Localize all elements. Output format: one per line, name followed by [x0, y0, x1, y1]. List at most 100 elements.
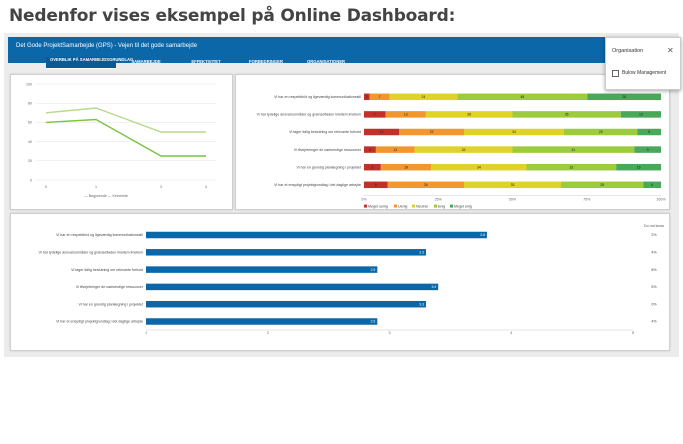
stacked-segment	[364, 111, 386, 118]
legend-label: Meget enig	[454, 204, 472, 208]
segment-value-label: 28	[467, 113, 471, 117]
legend-label: Enig	[438, 204, 445, 208]
bar-value-label: 3.4	[431, 285, 436, 289]
segment-value-label: 34	[512, 130, 516, 134]
y-tick-label: 20	[28, 159, 32, 163]
line-chart-panel: 0 20 40 60 80 100 0 1 3 4 — Begynende — Kerneinte	[10, 74, 233, 210]
organisation-option-label: Bulow Management	[622, 70, 667, 76]
category-label: Vi har en grundig planlægning i projekte…	[297, 165, 361, 169]
y-tick-label: 60	[28, 121, 32, 125]
close-icon[interactable]: ✕	[667, 46, 674, 55]
segment-value-label: 46	[521, 95, 525, 99]
popup-title: Organisation	[612, 48, 644, 54]
segment-value-label: 6	[371, 165, 373, 169]
y-tick-label: 80	[28, 102, 32, 106]
dashboard-screenshot: Det Gode ProjektSamarbejde (GPS) - Vejen…	[4, 33, 679, 357]
bar-value-label: 3.3	[419, 302, 424, 306]
tab-2[interactable]: EFFEKTIVITET	[191, 59, 221, 64]
tab-3[interactable]: FORBEDRINGER	[249, 59, 283, 64]
segment-value-label: 4	[369, 148, 371, 152]
tab-bar: OVERBLIK PÅ SAMARBEJDSGRUNDLAG SAMARBEJDE…	[46, 57, 356, 70]
app-title: Det Gode ProjektSamarbejde (GPS) - Vejen…	[16, 43, 198, 49]
dont-know-value: 4%	[651, 320, 657, 324]
y-tick-label: 40	[28, 140, 32, 144]
score-bar	[146, 318, 378, 325]
stacked-segment	[587, 93, 661, 101]
x-tick-label: 1	[95, 185, 97, 189]
legend-swatch	[394, 204, 397, 208]
stacked-segment	[375, 146, 415, 153]
category-label: Vi tager tidlig beslutning om relevante …	[289, 130, 361, 134]
stacked-segment	[563, 128, 638, 136]
segment-value-label: 13	[404, 113, 408, 117]
segment-value-label: 6	[651, 183, 653, 187]
stacked-segment	[526, 163, 617, 171]
app-topbar: Det Gode ProjektSamarbejde (GPS) - Vejen…	[8, 37, 675, 69]
stacked-segment	[561, 181, 644, 189]
x-tick-label: 3	[160, 185, 162, 189]
bar-value-label: 3.8	[480, 233, 485, 237]
category-label: Vi har en respektfuld og ligeværdig komm…	[56, 233, 143, 237]
tab-0[interactable]: OVERBLIK PÅ SAMARBEJDSGRUNDLAG	[46, 57, 133, 69]
segment-value-label: 16	[637, 165, 641, 169]
stacked-segment	[463, 128, 564, 136]
tab-1[interactable]: SAMARBEJDE	[131, 59, 161, 64]
stacked-segment	[620, 111, 661, 118]
category-label: Vi tilvejebringer de nødvendige ressourc…	[294, 148, 362, 152]
legend-swatch	[450, 204, 453, 208]
score-bar	[146, 266, 378, 273]
stacked-segment	[369, 93, 390, 101]
legend-swatch	[434, 204, 437, 208]
legend-text: — Begynende — Kerneinte	[84, 194, 128, 198]
segment-value-label: 13	[393, 148, 397, 152]
tab-4[interactable]: ORGANISATIONER	[306, 59, 346, 64]
stacked-segment	[364, 93, 370, 101]
series-line	[45, 118, 206, 157]
score-bar	[146, 300, 427, 308]
page-heading: Nedenfor vises eksempel på Online Dashbo…	[9, 6, 456, 26]
segment-value-label: 25	[599, 130, 603, 134]
stacked-chart-panel: Vi har en respektfuld og ligeværdig komm…	[235, 74, 670, 210]
organisation-checkbox[interactable]	[612, 70, 619, 77]
legend-label: Neutral	[416, 204, 428, 208]
dont-know-value: 5%	[651, 285, 657, 289]
stacked-segment	[399, 128, 464, 136]
x-tick-label: 25%	[435, 198, 443, 202]
segment-value-label: 32	[569, 165, 573, 169]
legend-label: Uenig	[398, 204, 407, 208]
segment-value-label: 24	[422, 95, 426, 99]
stacked-segment	[512, 146, 635, 153]
x-tick-label: 75%	[583, 198, 591, 202]
category-label: Vi har tydelige ansvarsområder og grænse…	[39, 251, 143, 255]
y-tick-label: 0	[30, 178, 32, 182]
series-line	[45, 107, 206, 133]
score-bar	[146, 249, 427, 256]
segment-value-label: 41	[571, 148, 575, 152]
score-bar	[146, 283, 439, 291]
segment-value-label: 8	[648, 130, 650, 134]
category-label: Vi har et ensydigt projektgrundlag i det…	[56, 320, 143, 324]
category-label: Vi har en grundig planlægning i projekte…	[79, 302, 143, 306]
stacked-segment	[431, 163, 527, 171]
segment-value-label: 35	[565, 113, 569, 117]
segment-value-label: 28	[600, 183, 604, 187]
segment-value-label: 7	[379, 95, 381, 99]
dont-know-value: 2%	[651, 233, 657, 237]
stacked-segment	[643, 181, 661, 189]
stacked-segment	[364, 163, 381, 171]
score-bar-chart: Do not know Vi har en respektfuld og lige…	[39, 224, 665, 335]
x-tick-label: 2	[267, 331, 269, 335]
dont-know-value: 8%	[651, 268, 657, 272]
segment-value-label: 26	[622, 95, 626, 99]
legend-label: Meget uenig	[368, 204, 388, 208]
segment-value-label: 8	[375, 183, 377, 187]
segment-value-label: 18	[404, 165, 408, 169]
legend-swatch	[412, 204, 415, 208]
stacked-segment	[425, 111, 513, 118]
segment-value-label: 33	[462, 148, 466, 152]
segment-value-label: 33	[511, 183, 515, 187]
score-bar	[146, 231, 487, 239]
x-tick-label: 0	[45, 185, 47, 189]
segment-value-label: 22	[430, 130, 434, 134]
x-tick-label: 4	[510, 331, 512, 335]
